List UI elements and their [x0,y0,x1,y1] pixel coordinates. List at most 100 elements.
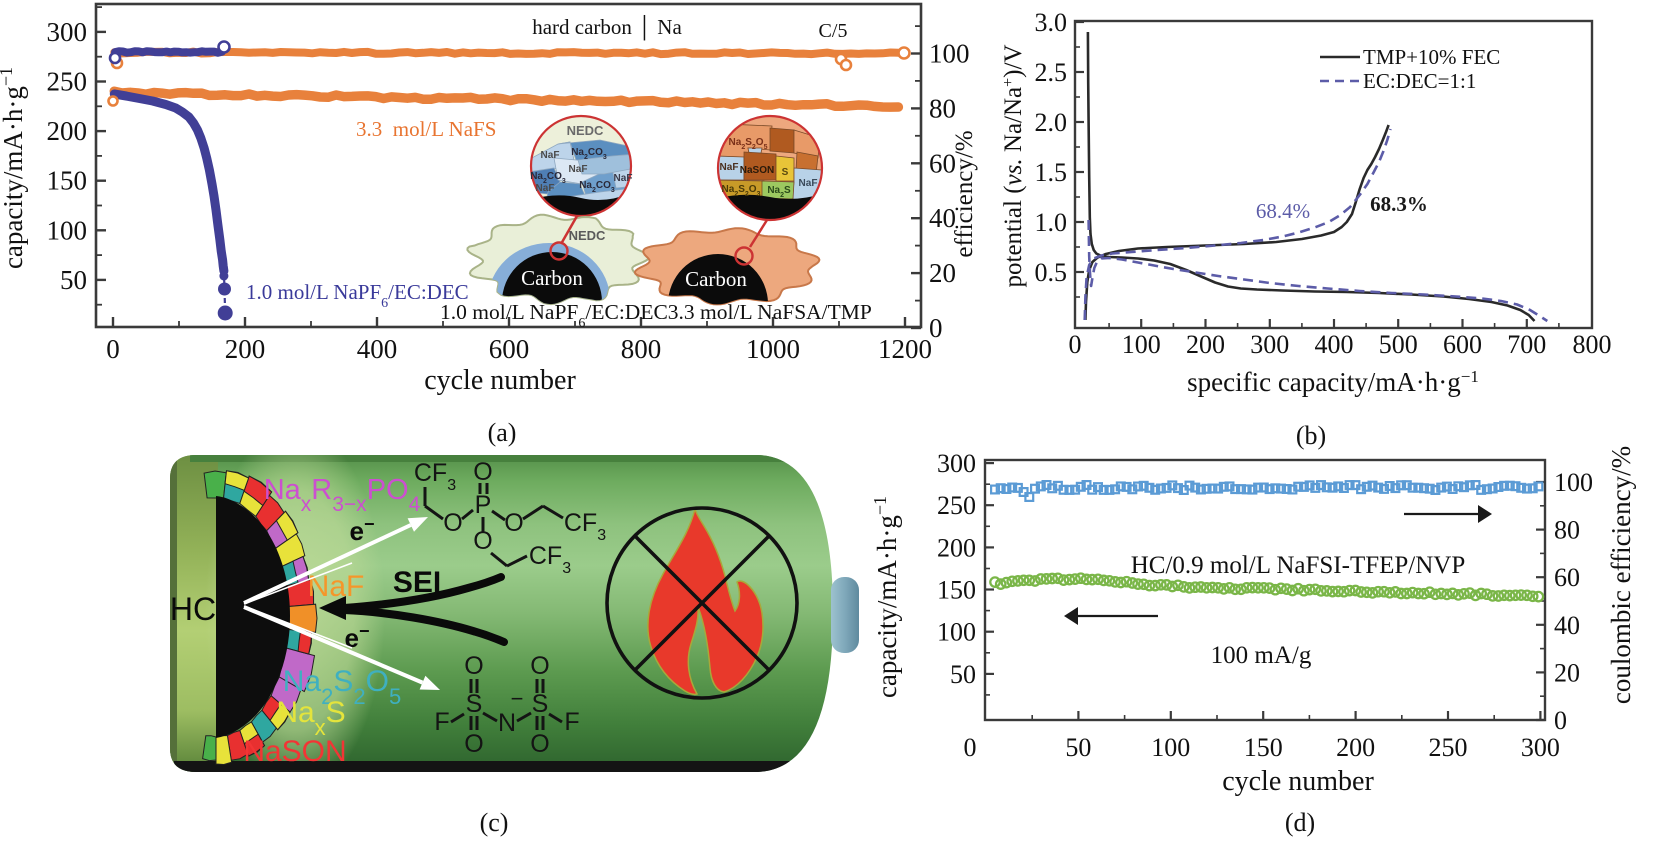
svg-text:(a): (a) [488,418,517,447]
svg-text:500: 500 [1379,330,1418,359]
svg-text:1.5: 1.5 [1035,158,1068,187]
svg-text:1200: 1200 [878,334,932,364]
svg-text:O: O [464,652,483,680]
svg-text:P: P [475,491,492,519]
svg-text:F: F [564,708,579,736]
svg-text:600: 600 [1443,330,1482,359]
svg-text:400: 400 [1315,330,1354,359]
svg-text:Na2CO3: Na2CO3 [571,147,607,161]
svg-text:HC: HC [170,591,216,627]
svg-text:20: 20 [1554,658,1580,687]
svg-text:0: 0 [1069,330,1082,359]
svg-text:40: 40 [929,203,956,233]
svg-text:S: S [466,690,483,718]
svg-text:68.4%: 68.4% [1256,199,1310,223]
svg-text:100 mA/g: 100 mA/g [1211,642,1312,669]
svg-text:cycle number: cycle number [1222,766,1374,797]
svg-text:NaF: NaF [799,178,818,189]
svg-text:−: − [511,686,524,711]
svg-text:200: 200 [1336,733,1375,762]
svg-text:O: O [530,730,549,758]
svg-text:0: 0 [964,733,977,762]
svg-text:100: 100 [1554,468,1593,497]
svg-text:capacity/mA·h·g−1: capacity/mA·h·g−1 [0,67,28,269]
svg-text:100: 100 [47,215,88,245]
svg-text:800: 800 [621,334,662,364]
svg-text:250: 250 [47,67,88,97]
svg-text:S: S [782,167,789,178]
svg-text:700: 700 [1507,330,1546,359]
svg-text:TMP+10% FEC: TMP+10% FEC [1363,45,1500,69]
svg-text:50: 50 [1065,733,1091,762]
svg-text:coulombic efficiency/%: coulombic efficiency/% [1606,446,1636,704]
svg-text:NaSON: NaSON [243,735,346,768]
svg-text:NaF: NaF [720,162,739,173]
svg-text:Carbon: Carbon [521,266,583,290]
svg-text:200: 200 [937,533,976,562]
svg-text:60: 60 [1554,563,1580,592]
svg-text:300: 300 [937,449,976,478]
svg-text:O: O [473,527,492,555]
svg-text:80: 80 [1554,516,1580,545]
svg-text:0: 0 [106,334,120,364]
svg-text:Na2S2O5: Na2S2O5 [729,137,768,151]
svg-text:Na2CO3: Na2CO3 [530,171,566,185]
svg-text:Carbon: Carbon [685,267,747,291]
svg-text:(c): (c) [480,808,509,837]
svg-text:250: 250 [1429,733,1468,762]
svg-text:300: 300 [1250,330,1289,359]
svg-text:60: 60 [929,148,956,178]
svg-text:0.5: 0.5 [1035,258,1068,287]
svg-text:N: N [498,709,516,737]
svg-text:100: 100 [937,618,976,647]
svg-text:0: 0 [929,313,943,343]
svg-text:O: O [464,730,483,758]
svg-text:e−: e− [350,514,375,546]
svg-text:2.5: 2.5 [1035,58,1068,87]
svg-text:specific capacity/mA·h·g−1: specific capacity/mA·h·g−1 [1187,367,1479,398]
svg-text:150: 150 [47,166,88,196]
svg-text:NaF: NaF [569,164,588,175]
svg-text:O: O [443,509,462,537]
svg-text:NaF: NaF [308,570,365,603]
svg-text:O: O [504,509,523,537]
svg-text:3.0: 3.0 [1035,8,1068,37]
svg-text:2.0: 2.0 [1035,108,1068,137]
svg-text:HC/0.9 mol/L NaFSI-TFEP/NVP: HC/0.9 mol/L NaFSI-TFEP/NVP [1131,552,1466,579]
svg-text:300: 300 [47,17,88,47]
svg-text:hard carbon │ Na: hard carbon │ Na [532,14,682,41]
svg-text:300: 300 [1521,733,1560,762]
svg-text:O: O [530,652,549,680]
svg-text:1.0: 1.0 [1035,208,1068,237]
svg-text:(b): (b) [1296,421,1326,450]
svg-text:100: 100 [1151,733,1190,762]
svg-text:400: 400 [357,334,398,364]
svg-text:68.3%: 68.3% [1370,192,1428,216]
svg-text:50: 50 [60,265,87,295]
svg-text:F: F [434,708,449,736]
svg-text:800: 800 [1573,330,1612,359]
svg-text:20: 20 [929,258,956,288]
svg-text:EC:DEC=1:1: EC:DEC=1:1 [1363,69,1476,93]
svg-text:Na2S2O3: Na2S2O3 [722,184,761,198]
svg-text:150: 150 [937,576,976,605]
svg-text:250: 250 [937,491,976,520]
svg-text:3.3 mol/L NaFS: 3.3 mol/L NaFS [356,117,496,141]
svg-text:NaF: NaF [614,173,633,184]
svg-text:Na2S: Na2S [767,185,791,199]
svg-text:100: 100 [1122,330,1161,359]
svg-text:100: 100 [929,39,970,69]
svg-text:200: 200 [47,116,88,146]
svg-text:50: 50 [950,660,976,689]
svg-text:1000: 1000 [746,334,800,364]
svg-text:capacity/mA·h·g−1: capacity/mA·h·g−1 [870,496,902,698]
svg-text:200: 200 [1186,330,1225,359]
svg-text:NaF: NaF [541,150,560,161]
svg-text:O: O [473,458,492,486]
svg-text:0: 0 [1554,706,1567,735]
svg-text:efficiency/%: efficiency/% [951,130,978,257]
svg-text:200: 200 [225,334,266,364]
svg-text:(d): (d) [1285,808,1315,837]
svg-text:S: S [532,690,549,718]
svg-text:600: 600 [489,334,530,364]
